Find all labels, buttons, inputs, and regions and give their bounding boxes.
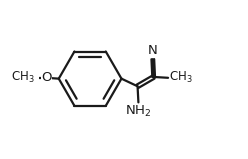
Text: CH$_3$: CH$_3$	[11, 70, 35, 85]
Text: O: O	[41, 71, 51, 84]
Text: CH$_3$: CH$_3$	[169, 70, 193, 85]
Text: N: N	[148, 44, 158, 57]
Text: NH$_2$: NH$_2$	[125, 104, 152, 119]
